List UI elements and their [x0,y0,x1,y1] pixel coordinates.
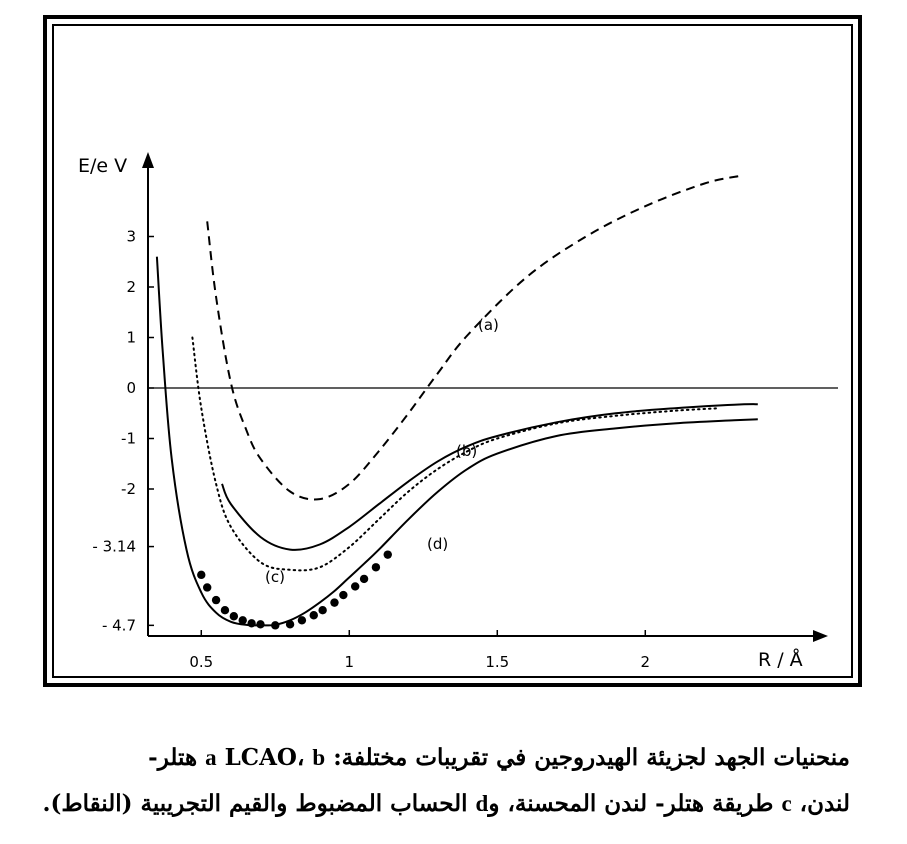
experimental-point [203,583,212,592]
caption-line-2: لندن، c طريقة هتلر- لندن المحسنة، وd الح… [42,781,850,827]
x-tick-label: 2 [641,653,651,671]
series-label-b: (b) [456,442,477,460]
caption-line-1: منحنيات الجهد لجزيئة الهيدروجين في تقريب… [60,735,850,781]
y-tick-label: - 3.14 [92,538,136,556]
y-ticks: 3 2 1 0 -1 -2 - 3.14 - 4.7 [92,228,154,634]
experimental-point [330,598,339,607]
potential-energy-chart: 0.5 1 1.5 2 3 2 1 0 -1 -2 - 3.14 - 4.7 E/e V R / Å… [78,152,838,671]
y-axis [142,152,154,636]
experimental-point [238,616,247,625]
y-tick-label: 1 [126,329,136,347]
series-label-a: (a) [478,316,499,334]
experimental-point [285,620,295,629]
y-tick-label: -2 [121,480,136,498]
experimental-point [318,606,327,615]
experimental-point [197,570,206,580]
experimental-point [256,620,265,629]
experimental-point [271,621,280,630]
y-axis-arrow-icon [142,152,154,168]
series-line-3 [191,336,721,572]
caption-text: منحنيات الجهد لجزيئة الهيدروجين في تقريب… [325,744,850,771]
experimental-points [197,550,392,630]
x-axis [148,630,828,642]
experimental-point [247,619,256,628]
caption-letter-a: a [205,745,217,770]
experimental-point [351,582,360,591]
caption-text: LCAO، [216,744,313,771]
caption-text: لندن، [791,790,850,817]
figure-inner-border [52,24,853,678]
y-tick-label: 3 [126,228,136,246]
caption-letter-c: c [781,791,792,816]
caption-text: طريقة هتلر- لندن المحسنة، و [488,790,782,817]
y-tick-label: - 4.7 [102,616,136,634]
figure-outer-border [43,15,862,687]
series-line-1 [206,174,741,501]
series-line-4 [155,256,758,627]
caption-letter-d: d [475,791,489,816]
experimental-point [339,590,348,600]
experimental-point [371,563,381,572]
x-tick-label: 1.5 [485,653,509,671]
figure-caption: منحنيات الجهد لجزيئة الهيدروجين في تقريب… [42,735,850,827]
experimental-point [297,616,307,625]
experimental-point [220,606,230,615]
y-tick-label: -1 [121,430,136,448]
series-label-d: (d) [427,535,448,553]
caption-text: هتلر- [148,744,206,771]
caption-text: الحساب المضبوط والقيم التجريبية (النقاط)… [42,790,476,817]
y-tick-label: 0 [126,379,136,397]
y-axis-label: E/e V [78,155,127,177]
x-ticks: 0.5 1 1.5 2 [189,630,650,671]
y-tick-label: 2 [126,278,136,296]
experimental-point [359,574,369,584]
caption-letter-b: b [312,745,326,770]
x-tick-label: 1 [345,653,355,671]
experimental-point [309,611,318,620]
experimental-point [229,612,239,621]
series-line-2 [221,403,758,551]
x-tick-label: 0.5 [189,653,213,671]
experimental-point [383,550,392,559]
experimental-point [211,595,221,605]
x-axis-arrow-icon [813,630,828,642]
series-label-c: (c) [265,568,285,586]
x-axis-label: R / Å [758,648,803,671]
series-lines [155,174,758,627]
